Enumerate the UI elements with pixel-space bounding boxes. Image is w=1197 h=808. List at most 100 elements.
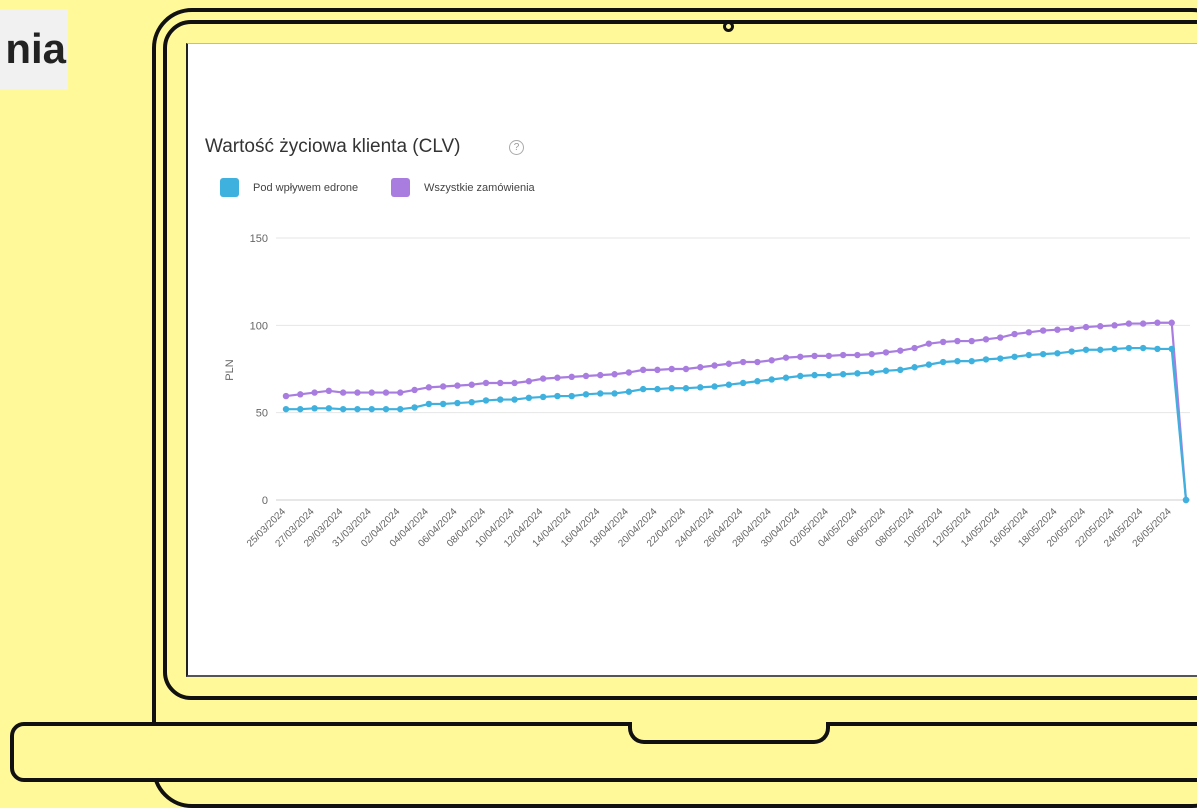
data-point xyxy=(768,357,775,364)
y-tick-label: 0 xyxy=(262,495,268,507)
data-point xyxy=(1097,346,1104,353)
data-point xyxy=(525,378,533,385)
data-point xyxy=(511,396,518,403)
data-point xyxy=(597,371,604,379)
data-point xyxy=(639,385,647,393)
data-point xyxy=(1154,319,1161,326)
chart-title: Wartość życiowa klienta (CLV) xyxy=(205,136,461,157)
data-point xyxy=(468,381,475,388)
data-point xyxy=(625,388,633,395)
webcam-icon xyxy=(723,21,734,32)
data-point xyxy=(439,383,447,390)
data-point xyxy=(582,391,590,398)
data-point xyxy=(1139,344,1147,352)
data-point xyxy=(425,384,433,391)
data-point xyxy=(1025,351,1033,359)
data-point xyxy=(539,393,547,401)
data-point xyxy=(897,347,904,354)
data-point xyxy=(697,384,704,391)
data-point xyxy=(854,351,861,359)
data-point xyxy=(597,390,604,397)
help-icon[interactable]: ? xyxy=(509,140,524,155)
data-point xyxy=(868,369,875,376)
legend-item-all-orders[interactable]: Wszystkie zamówienia xyxy=(391,178,535,197)
data-point xyxy=(668,365,675,373)
data-point xyxy=(782,354,790,361)
data-point xyxy=(1082,323,1090,331)
data-point xyxy=(1139,320,1147,327)
data-point xyxy=(982,356,990,363)
data-point xyxy=(282,392,290,400)
data-point xyxy=(454,399,461,407)
y-tick-label: 100 xyxy=(250,320,268,332)
series-line-1 xyxy=(285,321,1188,501)
y-tick-label: 150 xyxy=(250,233,268,245)
data-point xyxy=(397,405,404,413)
data-point xyxy=(554,392,561,400)
data-point xyxy=(639,366,647,374)
legend-item-edrone[interactable]: Pod wpływem edrone xyxy=(220,178,358,197)
data-point xyxy=(782,374,790,381)
data-point xyxy=(297,391,304,398)
data-point xyxy=(754,378,761,385)
data-point xyxy=(711,383,718,390)
data-point xyxy=(825,371,833,379)
data-point xyxy=(625,369,633,376)
data-point xyxy=(382,405,390,413)
legend-swatch-all-orders xyxy=(391,178,410,197)
data-point xyxy=(1168,319,1175,326)
data-point xyxy=(1039,327,1047,334)
data-point xyxy=(654,385,661,393)
data-point xyxy=(854,370,861,377)
data-point xyxy=(311,389,318,396)
data-point xyxy=(797,372,804,380)
data-point xyxy=(497,396,504,403)
data-point xyxy=(682,385,690,392)
data-point xyxy=(382,389,390,396)
data-point xyxy=(554,374,561,381)
data-point xyxy=(768,376,775,383)
data-point xyxy=(425,400,433,408)
data-point xyxy=(739,358,747,366)
data-point xyxy=(539,375,547,382)
y-axis-label: PLN xyxy=(224,359,236,380)
data-point xyxy=(1068,348,1075,355)
data-point xyxy=(968,357,975,365)
data-point xyxy=(797,353,804,360)
data-point xyxy=(997,355,1004,362)
data-point xyxy=(882,349,890,356)
legend-swatch-edrone xyxy=(220,178,239,197)
data-point xyxy=(339,405,347,413)
data-point xyxy=(297,405,304,413)
data-point xyxy=(582,372,590,380)
line-chart: 050100150PLN25/03/202427/03/202429/03/20… xyxy=(224,233,1190,550)
data-point xyxy=(1182,496,1190,504)
legend-label-all-orders: Wszystkie zamówienia xyxy=(424,181,535,194)
data-point xyxy=(311,405,318,412)
data-point xyxy=(354,389,361,396)
y-tick-label: 50 xyxy=(256,408,268,420)
data-point xyxy=(711,362,718,369)
data-point xyxy=(839,371,847,378)
slide-title: nia xyxy=(0,9,68,89)
data-point xyxy=(368,389,375,396)
data-point xyxy=(725,360,733,367)
data-point xyxy=(939,338,947,346)
data-point xyxy=(568,392,575,400)
data-point xyxy=(1068,325,1075,333)
data-point xyxy=(811,352,818,360)
data-point xyxy=(354,405,361,413)
data-point xyxy=(325,405,333,412)
data-point xyxy=(911,344,918,352)
data-point xyxy=(568,373,575,381)
data-point xyxy=(411,386,418,394)
data-point xyxy=(339,389,347,396)
data-point xyxy=(482,397,490,404)
data-point xyxy=(325,387,333,395)
data-point xyxy=(882,367,890,374)
data-point xyxy=(725,381,733,388)
data-point xyxy=(1011,330,1018,338)
data-point xyxy=(1125,320,1133,327)
data-point xyxy=(997,334,1004,341)
data-point xyxy=(982,336,990,343)
